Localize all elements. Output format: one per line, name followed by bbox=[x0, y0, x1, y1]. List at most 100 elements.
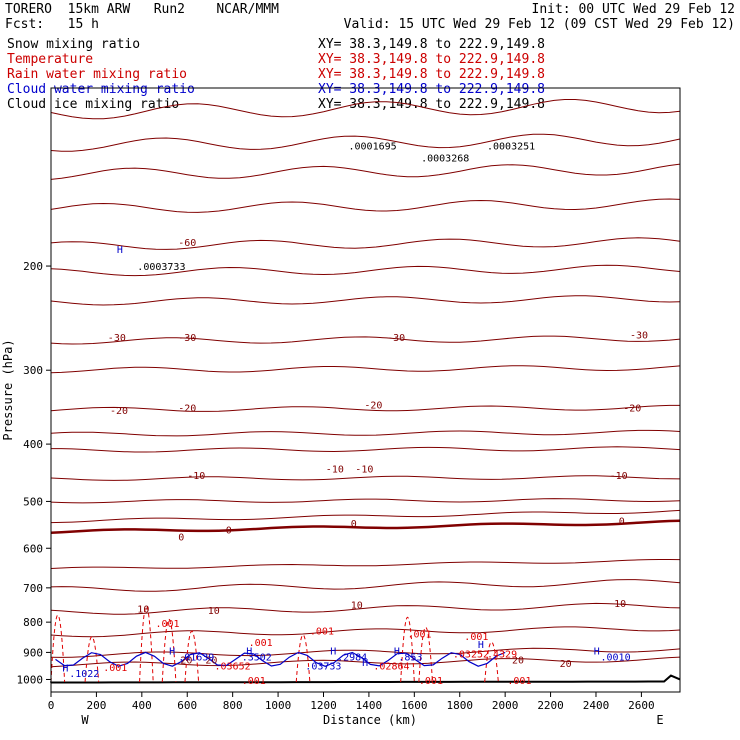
cloud-label: .3502 bbox=[242, 652, 272, 663]
temperature-label: -20 bbox=[623, 403, 641, 414]
temperature-label: 0 bbox=[619, 517, 625, 528]
rain-label: .001 bbox=[507, 676, 531, 687]
x-tick-label: 600 bbox=[177, 699, 197, 712]
temperature-label: 0 bbox=[351, 519, 357, 530]
field-xy: XY= 38.3,149.8 to 222.9,149.8 bbox=[318, 97, 545, 112]
rain-plume bbox=[50, 614, 66, 683]
temperature-label: -60 bbox=[178, 238, 196, 249]
plot-area: -60 -30 -30 -30 -30 -20 -20 -20 -20 -10 -10 -10 -10 0… bbox=[50, 99, 681, 687]
rain-label: .03252 bbox=[453, 650, 489, 661]
temperature-label: 20 bbox=[560, 659, 572, 670]
isotherm bbox=[50, 404, 680, 412]
isotherm bbox=[50, 647, 681, 658]
header-init: Init: 00 UTC Wed 29 Feb 12 bbox=[532, 2, 736, 17]
temperature-label: 20 bbox=[205, 656, 217, 667]
rain-contours bbox=[50, 606, 499, 683]
temperature-label: -20 bbox=[178, 403, 196, 414]
axes: 0 200 400 600 800 1000 1200 1400 1600 1800 2000 220… bbox=[17, 260, 655, 712]
x-tick-label: 1800 bbox=[446, 699, 473, 712]
isotherm bbox=[50, 133, 681, 152]
y-tick-label: 300 bbox=[23, 364, 43, 377]
isotherm bbox=[50, 335, 681, 345]
high-marker: H bbox=[246, 647, 252, 658]
temperature-label: 20 bbox=[180, 656, 192, 667]
header-title: TORERO 15km ARW Run2 NCAR/MMM bbox=[5, 2, 279, 17]
y-tick-label: 200 bbox=[23, 260, 43, 273]
isotherm bbox=[50, 264, 681, 277]
rain-plume bbox=[418, 627, 433, 683]
x-tick-label: 200 bbox=[86, 699, 106, 712]
field-xy: XY= 38.3,149.8 to 222.9,149.8 bbox=[318, 52, 545, 67]
x-tick-label: 1400 bbox=[356, 699, 383, 712]
temperature-label: -20 bbox=[364, 400, 382, 411]
rain-label: .001 bbox=[156, 619, 180, 630]
cloud-label: .2984 bbox=[337, 652, 367, 663]
x-tick-label: 1000 bbox=[265, 699, 292, 712]
high-marker: H bbox=[394, 647, 400, 658]
y-tick-label: 600 bbox=[23, 542, 43, 555]
isotherm bbox=[50, 198, 681, 213]
cloud-band bbox=[55, 651, 506, 667]
header: TORERO 15km ARW Run2 NCAR/MMM Init: 00 U… bbox=[5, 2, 735, 32]
cloud-labels: .1022 .01639 .3502 .03733.2984 .853 .0010 bbox=[69, 652, 630, 680]
y-tick-label: 1000 bbox=[17, 673, 44, 686]
field-name: Temperature bbox=[7, 52, 93, 67]
snow-label: .0003268 bbox=[421, 153, 469, 164]
isotherm bbox=[50, 509, 681, 524]
header-forecast: Fcst: 15 h bbox=[5, 17, 99, 32]
isotherm bbox=[50, 163, 681, 180]
temperature-label: -30 bbox=[178, 333, 196, 344]
temperature-label: 20 bbox=[512, 656, 524, 667]
cloud-label: .1022 bbox=[69, 669, 99, 680]
rain-label: .001 bbox=[249, 638, 273, 649]
rain-label: .03652 bbox=[215, 662, 251, 673]
high-markers: H H H H H H H H H bbox=[62, 245, 599, 675]
x-tick-label: 400 bbox=[132, 699, 152, 712]
x-tick-label: 0 bbox=[48, 699, 55, 712]
temperature-label: -10 bbox=[187, 471, 205, 482]
isotherm bbox=[50, 626, 681, 638]
snow-labels: .0003733 .0001695 .0003268 .0003251 bbox=[137, 141, 535, 273]
x-tick-label: 800 bbox=[223, 699, 243, 712]
field-name: Rain water mixing ratio bbox=[7, 67, 187, 82]
temperature-label: 10 bbox=[351, 600, 363, 611]
high-marker: H bbox=[62, 664, 68, 675]
field-name: Snow mixing ratio bbox=[7, 37, 140, 52]
field-name: Cloud water mixing ratio bbox=[7, 82, 195, 97]
isotherm bbox=[50, 519, 681, 535]
isotherm bbox=[50, 429, 681, 437]
high-marker: H bbox=[117, 245, 123, 256]
rain-plume bbox=[161, 618, 177, 683]
rain-label: .001 bbox=[242, 676, 266, 687]
temperature-label: 10 bbox=[208, 606, 220, 617]
isotherm bbox=[50, 295, 681, 306]
y-tick-label: 800 bbox=[23, 616, 43, 629]
x-tick-label: 2600 bbox=[628, 699, 655, 712]
isotherm bbox=[51, 446, 681, 453]
snow-label: .0003251 bbox=[487, 141, 535, 152]
cloud-label: .03733 bbox=[305, 662, 341, 673]
rain-label: .02864 bbox=[373, 662, 409, 673]
rain-plume bbox=[84, 636, 100, 683]
cloud-contours bbox=[55, 651, 506, 667]
temperature-label: -10 bbox=[610, 471, 628, 482]
y-tick-label: 500 bbox=[23, 495, 43, 508]
field-xy: XY= 38.3,149.8 to 222.9,149.8 bbox=[318, 82, 545, 97]
x-tick-label: 1600 bbox=[401, 699, 428, 712]
rain-label: .001 bbox=[419, 676, 443, 687]
field-name: Cloud ice mixing ratio bbox=[7, 97, 179, 112]
temperature-label: 10 bbox=[614, 599, 626, 610]
isotherm bbox=[50, 656, 681, 668]
terrain-line bbox=[50, 674, 681, 684]
temperature-label: -30 bbox=[387, 333, 405, 344]
x-axis-label: Distance (km) bbox=[323, 713, 417, 727]
high-marker: H bbox=[594, 647, 600, 658]
x-tick-label: 2200 bbox=[537, 699, 564, 712]
temperature-contours bbox=[50, 99, 681, 668]
east-label: E bbox=[656, 713, 663, 727]
temperature-label: 0 bbox=[226, 526, 232, 537]
temperature-label: -30 bbox=[108, 333, 126, 344]
temperature-label: -20 bbox=[110, 406, 128, 417]
field-xy: XY= 38.3,149.8 to 222.9,149.8 bbox=[318, 67, 545, 82]
